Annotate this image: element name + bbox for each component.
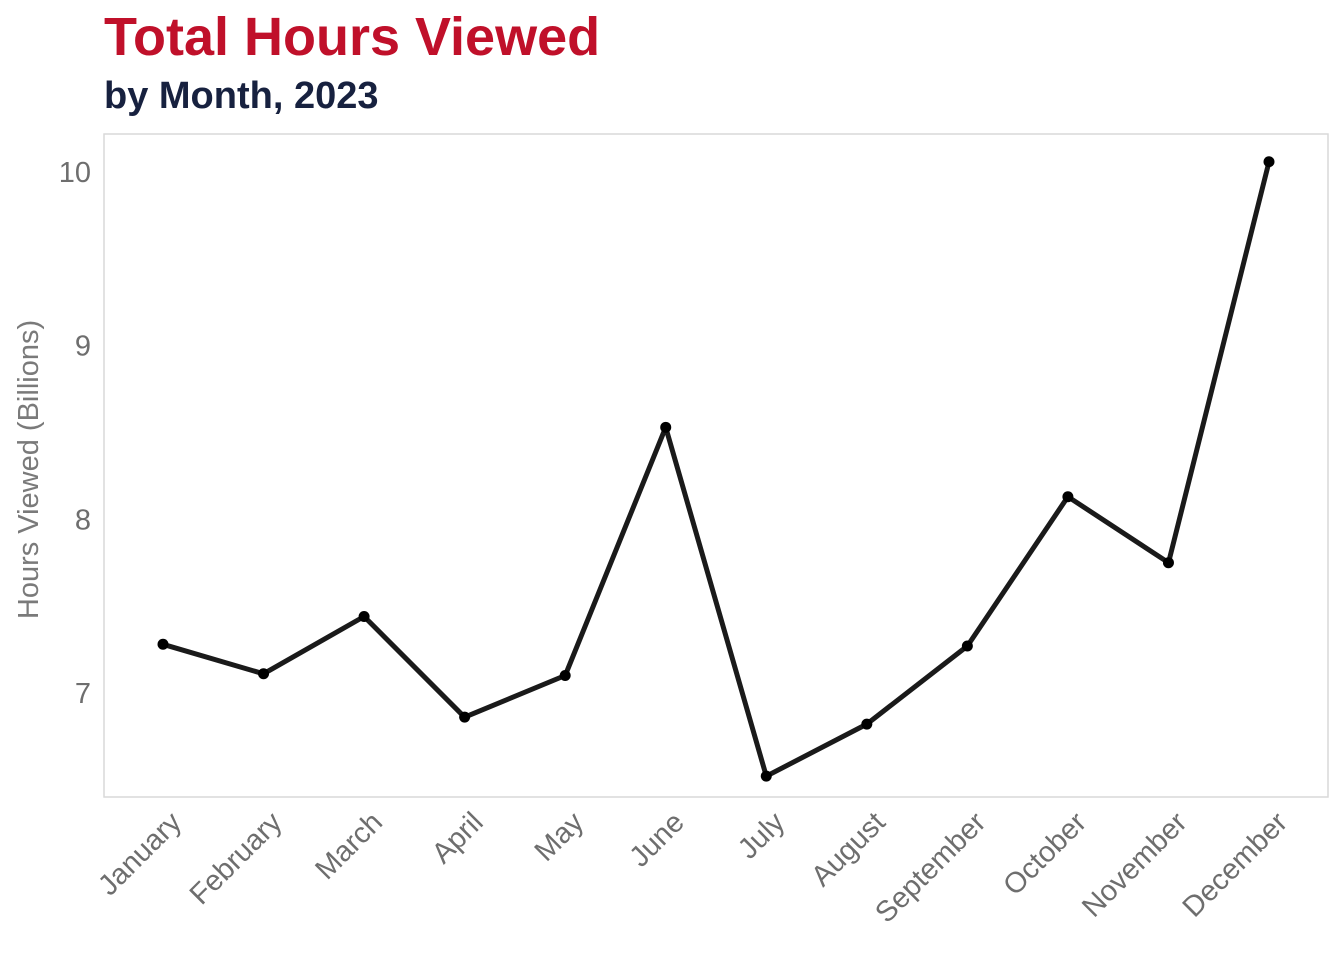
series-points [157, 156, 1275, 782]
chart-title: Total Hours Viewed [104, 7, 601, 67]
data-point [961, 640, 973, 652]
data-point [157, 638, 169, 650]
y-tick-label: 10 [59, 157, 91, 189]
x-tick-label: March [309, 806, 389, 886]
data-point [1062, 491, 1074, 503]
data-point [660, 421, 672, 433]
data-point [1263, 156, 1275, 168]
x-tick-label: August [805, 806, 891, 892]
y-tick-label: 9 [75, 331, 91, 363]
y-axis-ticks: 7 8 9 10 [59, 157, 91, 710]
x-tick-label: April [426, 806, 490, 870]
x-tick-label: September [869, 806, 992, 929]
data-point [459, 711, 471, 723]
x-tick-label: January [92, 806, 188, 902]
y-axis-label: Hours Viewed (Billions) [13, 320, 45, 619]
data-point [258, 668, 270, 680]
x-tick-label: February [184, 806, 289, 911]
data-point [358, 610, 370, 622]
x-tick-label: July [732, 806, 791, 865]
data-point [861, 718, 873, 730]
x-tick-label: May [529, 806, 591, 868]
data-point [559, 670, 571, 682]
chart-subtitle: by Month, 2023 [104, 75, 379, 117]
plot-panel [103, 133, 1329, 798]
data-point [760, 770, 772, 782]
y-tick-label: 8 [75, 504, 91, 536]
x-tick-label: October [997, 806, 1093, 902]
x-tick-label: June [624, 806, 691, 873]
x-tick-label: November [1076, 806, 1193, 923]
data-point [1162, 557, 1174, 569]
y-tick-label: 7 [75, 678, 91, 710]
series-line [160, 159, 1272, 779]
x-tick-label: December [1177, 806, 1294, 923]
